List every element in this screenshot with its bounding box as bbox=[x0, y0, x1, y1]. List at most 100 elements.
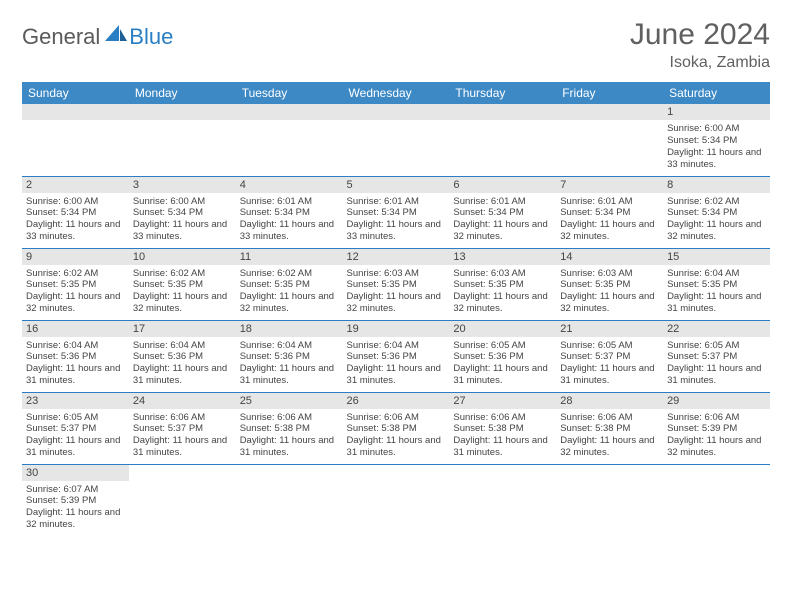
calendar-cell: 4Sunrise: 6:01 AMSunset: 5:34 PMDaylight… bbox=[236, 176, 343, 248]
day-details: Sunrise: 6:06 AMSunset: 5:38 PMDaylight:… bbox=[236, 409, 343, 464]
day-number: 1 bbox=[663, 104, 770, 120]
weekday-header: Wednesday bbox=[343, 82, 450, 104]
day-details: Sunrise: 6:02 AMSunset: 5:34 PMDaylight:… bbox=[663, 193, 770, 248]
day-details: Sunrise: 6:02 AMSunset: 5:35 PMDaylight:… bbox=[22, 265, 129, 320]
calendar-cell: 26Sunrise: 6:06 AMSunset: 5:38 PMDayligh… bbox=[343, 392, 450, 464]
calendar-cell: 11Sunrise: 6:02 AMSunset: 5:35 PMDayligh… bbox=[236, 248, 343, 320]
day-number: 22 bbox=[663, 321, 770, 337]
day-number: 23 bbox=[22, 393, 129, 409]
calendar-cell bbox=[343, 464, 450, 536]
day-number: 13 bbox=[449, 249, 556, 265]
weekday-header: Tuesday bbox=[236, 82, 343, 104]
day-details: Sunrise: 6:04 AMSunset: 5:36 PMDaylight:… bbox=[236, 337, 343, 392]
weekday-header: Saturday bbox=[663, 82, 770, 104]
day-details: Sunrise: 6:04 AMSunset: 5:36 PMDaylight:… bbox=[129, 337, 236, 392]
calendar-cell bbox=[129, 464, 236, 536]
day-details: Sunrise: 6:06 AMSunset: 5:38 PMDaylight:… bbox=[343, 409, 450, 464]
header: General Blue June 2024 Isoka, Zambia bbox=[22, 18, 770, 72]
day-number: 29 bbox=[663, 393, 770, 409]
calendar-cell: 17Sunrise: 6:04 AMSunset: 5:36 PMDayligh… bbox=[129, 320, 236, 392]
weekday-header: Thursday bbox=[449, 82, 556, 104]
day-number: 15 bbox=[663, 249, 770, 265]
calendar-cell bbox=[343, 104, 450, 176]
day-number: 8 bbox=[663, 177, 770, 193]
calendar-cell: 28Sunrise: 6:06 AMSunset: 5:38 PMDayligh… bbox=[556, 392, 663, 464]
calendar-cell bbox=[449, 464, 556, 536]
day-details: Sunrise: 6:02 AMSunset: 5:35 PMDaylight:… bbox=[129, 265, 236, 320]
day-details: Sunrise: 6:06 AMSunset: 5:39 PMDaylight:… bbox=[663, 409, 770, 464]
day-details: Sunrise: 6:04 AMSunset: 5:36 PMDaylight:… bbox=[343, 337, 450, 392]
title-block: June 2024 Isoka, Zambia bbox=[630, 18, 770, 72]
calendar-cell bbox=[129, 104, 236, 176]
day-number: 28 bbox=[556, 393, 663, 409]
day-number: 27 bbox=[449, 393, 556, 409]
day-details: Sunrise: 6:05 AMSunset: 5:37 PMDaylight:… bbox=[663, 337, 770, 392]
calendar-cell bbox=[236, 104, 343, 176]
calendar-cell: 14Sunrise: 6:03 AMSunset: 5:35 PMDayligh… bbox=[556, 248, 663, 320]
day-number: 5 bbox=[343, 177, 450, 193]
day-number: 2 bbox=[22, 177, 129, 193]
day-number: 20 bbox=[449, 321, 556, 337]
day-number: 14 bbox=[556, 249, 663, 265]
calendar-cell: 23Sunrise: 6:05 AMSunset: 5:37 PMDayligh… bbox=[22, 392, 129, 464]
logo-text-1: General bbox=[22, 24, 100, 50]
calendar-cell bbox=[236, 464, 343, 536]
calendar-table: SundayMondayTuesdayWednesdayThursdayFrid… bbox=[22, 82, 770, 536]
day-number: 12 bbox=[343, 249, 450, 265]
calendar-cell: 8Sunrise: 6:02 AMSunset: 5:34 PMDaylight… bbox=[663, 176, 770, 248]
day-details: Sunrise: 6:03 AMSunset: 5:35 PMDaylight:… bbox=[449, 265, 556, 320]
calendar-cell: 24Sunrise: 6:06 AMSunset: 5:37 PMDayligh… bbox=[129, 392, 236, 464]
day-details: Sunrise: 6:01 AMSunset: 5:34 PMDaylight:… bbox=[556, 193, 663, 248]
day-number: 4 bbox=[236, 177, 343, 193]
calendar-cell: 30Sunrise: 6:07 AMSunset: 5:39 PMDayligh… bbox=[22, 464, 129, 536]
day-details: Sunrise: 6:00 AMSunset: 5:34 PMDaylight:… bbox=[22, 193, 129, 248]
calendar-cell: 20Sunrise: 6:05 AMSunset: 5:36 PMDayligh… bbox=[449, 320, 556, 392]
calendar-cell: 27Sunrise: 6:06 AMSunset: 5:38 PMDayligh… bbox=[449, 392, 556, 464]
day-number: 9 bbox=[22, 249, 129, 265]
day-details: Sunrise: 6:06 AMSunset: 5:38 PMDaylight:… bbox=[556, 409, 663, 464]
day-number: 18 bbox=[236, 321, 343, 337]
day-details: Sunrise: 6:05 AMSunset: 5:37 PMDaylight:… bbox=[556, 337, 663, 392]
calendar-cell: 15Sunrise: 6:04 AMSunset: 5:35 PMDayligh… bbox=[663, 248, 770, 320]
calendar-cell: 18Sunrise: 6:04 AMSunset: 5:36 PMDayligh… bbox=[236, 320, 343, 392]
day-number: 7 bbox=[556, 177, 663, 193]
day-details: Sunrise: 6:05 AMSunset: 5:36 PMDaylight:… bbox=[449, 337, 556, 392]
day-number: 10 bbox=[129, 249, 236, 265]
calendar-cell bbox=[663, 464, 770, 536]
day-number: 21 bbox=[556, 321, 663, 337]
day-number: 25 bbox=[236, 393, 343, 409]
calendar-cell: 5Sunrise: 6:01 AMSunset: 5:34 PMDaylight… bbox=[343, 176, 450, 248]
calendar-body: 1 Sunrise: 6:00 AMSunset: 5:34 PMDaylight… bbox=[22, 104, 770, 536]
calendar-cell: 7Sunrise: 6:01 AMSunset: 5:34 PMDaylight… bbox=[556, 176, 663, 248]
calendar-cell: 21Sunrise: 6:05 AMSunset: 5:37 PMDayligh… bbox=[556, 320, 663, 392]
calendar-cell: 25Sunrise: 6:06 AMSunset: 5:38 PMDayligh… bbox=[236, 392, 343, 464]
day-number: 26 bbox=[343, 393, 450, 409]
weekday-header: Friday bbox=[556, 82, 663, 104]
day-details: Sunrise: 6:04 AMSunset: 5:35 PMDaylight:… bbox=[663, 265, 770, 320]
calendar-cell: 13Sunrise: 6:03 AMSunset: 5:35 PMDayligh… bbox=[449, 248, 556, 320]
calendar-head: SundayMondayTuesdayWednesdayThursdayFrid… bbox=[22, 82, 770, 104]
sail-icon bbox=[105, 25, 129, 48]
calendar-cell bbox=[22, 104, 129, 176]
calendar-cell: 9Sunrise: 6:02 AMSunset: 5:35 PMDaylight… bbox=[22, 248, 129, 320]
day-details: Sunrise: 6:01 AMSunset: 5:34 PMDaylight:… bbox=[449, 193, 556, 248]
day-number: 24 bbox=[129, 393, 236, 409]
calendar-cell: 10Sunrise: 6:02 AMSunset: 5:35 PMDayligh… bbox=[129, 248, 236, 320]
day-details: Sunrise: 6:01 AMSunset: 5:34 PMDaylight:… bbox=[343, 193, 450, 248]
logo: General Blue bbox=[22, 24, 173, 50]
weekday-header: Sunday bbox=[22, 82, 129, 104]
day-details: Sunrise: 6:02 AMSunset: 5:35 PMDaylight:… bbox=[236, 265, 343, 320]
day-number: 6 bbox=[449, 177, 556, 193]
day-details: Sunrise: 6:03 AMSunset: 5:35 PMDaylight:… bbox=[556, 265, 663, 320]
day-details: Sunrise: 6:05 AMSunset: 5:37 PMDaylight:… bbox=[22, 409, 129, 464]
day-details: Sunrise: 6:04 AMSunset: 5:36 PMDaylight:… bbox=[22, 337, 129, 392]
day-number: 19 bbox=[343, 321, 450, 337]
day-number: 3 bbox=[129, 177, 236, 193]
calendar-cell bbox=[556, 464, 663, 536]
day-number: 16 bbox=[22, 321, 129, 337]
day-number: 11 bbox=[236, 249, 343, 265]
location: Isoka, Zambia bbox=[630, 54, 770, 72]
day-details: Sunrise: 6:01 AMSunset: 5:34 PMDaylight:… bbox=[236, 193, 343, 248]
calendar-cell bbox=[449, 104, 556, 176]
day-details: Sunrise: 6:00 AMSunset: 5:34 PMDaylight:… bbox=[129, 193, 236, 248]
